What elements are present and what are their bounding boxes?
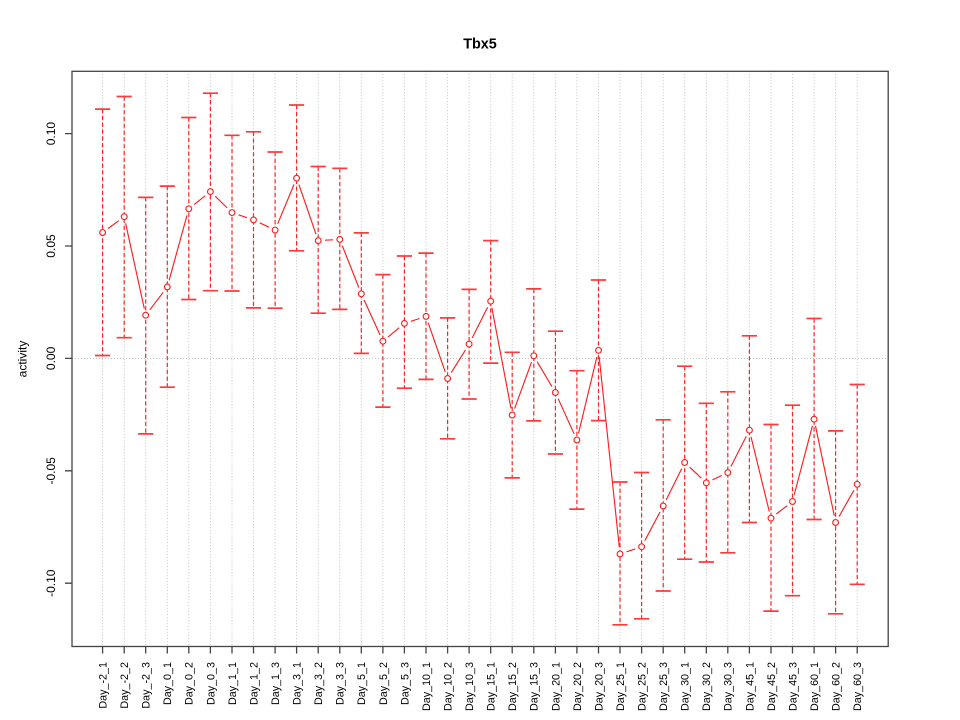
- svg-text:Day_-2_2: Day_-2_2: [119, 662, 131, 709]
- svg-text:0.00: 0.00: [44, 346, 58, 370]
- svg-text:Day_30_2: Day_30_2: [701, 662, 713, 711]
- svg-text:Day_25_3: Day_25_3: [658, 662, 670, 711]
- svg-text:Day_45_3: Day_45_3: [787, 662, 799, 711]
- svg-text:Day_1_1: Day_1_1: [227, 662, 239, 705]
- svg-text:Day_5_2: Day_5_2: [378, 662, 390, 705]
- svg-text:activity: activity: [16, 341, 30, 378]
- svg-text:0.05: 0.05: [44, 234, 58, 258]
- svg-text:Day_25_1: Day_25_1: [615, 662, 627, 711]
- svg-text:Day_0_1: Day_0_1: [162, 662, 174, 705]
- svg-text:0.10: 0.10: [44, 122, 58, 146]
- svg-text:Day_60_3: Day_60_3: [852, 662, 864, 711]
- svg-text:Day_25_2: Day_25_2: [637, 662, 649, 711]
- svg-text:Day_60_1: Day_60_1: [809, 662, 821, 711]
- svg-text:Day_10_3: Day_10_3: [464, 662, 476, 711]
- svg-text:Day_20_2: Day_20_2: [572, 662, 584, 711]
- svg-text:Tbx5: Tbx5: [463, 37, 497, 53]
- svg-text:Day_5_3: Day_5_3: [399, 662, 411, 705]
- svg-text:Day_0_2: Day_0_2: [184, 662, 196, 705]
- svg-text:Day_1_3: Day_1_3: [270, 662, 282, 705]
- svg-text:Day_15_2: Day_15_2: [507, 662, 519, 711]
- svg-text:Day_20_3: Day_20_3: [593, 662, 605, 711]
- svg-text:Day_3_1: Day_3_1: [292, 662, 304, 705]
- svg-text:Day_3_3: Day_3_3: [335, 662, 347, 705]
- svg-text:Day_10_2: Day_10_2: [443, 662, 455, 711]
- svg-text:Day_-2_3: Day_-2_3: [141, 662, 153, 709]
- svg-text:Day_45_2: Day_45_2: [766, 662, 778, 711]
- svg-text:-0.10: -0.10: [44, 569, 58, 597]
- svg-text:Day_60_2: Day_60_2: [831, 662, 843, 711]
- svg-text:Day_15_3: Day_15_3: [529, 662, 541, 711]
- svg-text:Day_15_1: Day_15_1: [486, 662, 498, 711]
- svg-text:Day_20_1: Day_20_1: [550, 662, 562, 711]
- svg-text:Day_3_2: Day_3_2: [313, 662, 325, 705]
- svg-text:Day_1_2: Day_1_2: [248, 662, 260, 705]
- svg-text:Day_10_1: Day_10_1: [421, 662, 433, 711]
- svg-text:Day_45_1: Day_45_1: [744, 662, 756, 711]
- svg-text:Day_30_1: Day_30_1: [680, 662, 692, 711]
- svg-text:Day_30_3: Day_30_3: [723, 662, 735, 711]
- svg-text:Day_5_1: Day_5_1: [356, 662, 368, 705]
- svg-text:Day_0_3: Day_0_3: [205, 662, 217, 705]
- svg-text:Day_-2_1: Day_-2_1: [98, 662, 110, 709]
- svg-text:-0.05: -0.05: [44, 457, 58, 485]
